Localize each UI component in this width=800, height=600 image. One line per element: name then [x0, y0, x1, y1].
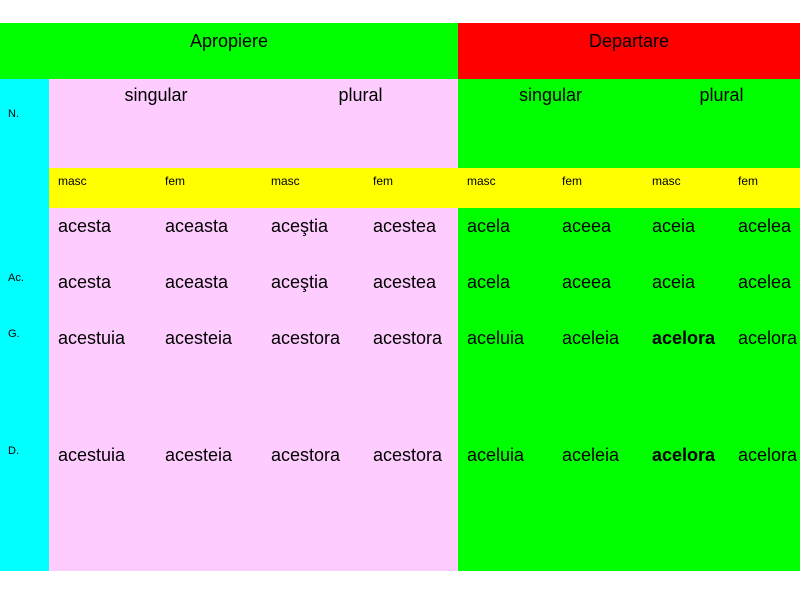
- table-cell: acestuia: [58, 445, 126, 465]
- far-group-header: Departare: [588, 31, 670, 51]
- table-cell: aceluia: [467, 445, 525, 465]
- table-cell: aceluia: [467, 328, 525, 348]
- table-cell: aceia: [652, 272, 696, 292]
- gender-header: fem: [165, 174, 186, 188]
- table-cell: aceştia: [271, 272, 329, 292]
- table-cell: acestora: [271, 328, 341, 348]
- table-cell: acela: [467, 216, 511, 236]
- table-cell: acela: [467, 272, 511, 292]
- near-group-header: Apropiere: [189, 31, 269, 51]
- table-cell: acestea: [373, 272, 437, 292]
- table-cell: aceleia: [562, 328, 620, 348]
- table-cell: aceasta: [165, 216, 229, 236]
- table-cell: aceea: [562, 272, 612, 292]
- table-cell: aceea: [562, 216, 612, 236]
- table-cell: acesta: [58, 272, 112, 292]
- gender-header: masc: [271, 174, 300, 188]
- table-cell: acestora: [373, 328, 443, 348]
- table-cell: acesta: [58, 216, 112, 236]
- table-cell: aceia: [652, 216, 696, 236]
- gender-row-band: [49, 168, 800, 208]
- near-body-band: [49, 79, 458, 571]
- gender-header: fem: [373, 174, 394, 188]
- table-cell: acelora: [652, 328, 716, 348]
- table-cell: acelea: [738, 272, 792, 292]
- near-singular-header: singular: [124, 85, 188, 105]
- table-cell: acelora: [738, 445, 798, 465]
- case-column-band: [0, 79, 49, 571]
- gender-header: masc: [652, 174, 681, 188]
- table-cell: aceştia: [271, 216, 329, 236]
- near-plural-header: plural: [338, 85, 383, 105]
- table-cell: acelora: [652, 445, 716, 465]
- table-cell: acesteia: [165, 328, 233, 348]
- table-cell: aceleia: [562, 445, 620, 465]
- far-plural-header: plural: [699, 85, 744, 105]
- gender-header: masc: [58, 174, 87, 188]
- far-body-band: [458, 79, 800, 571]
- header-far-band: [458, 23, 800, 79]
- table-cell: acelea: [738, 216, 792, 236]
- header-near-band: [0, 23, 458, 79]
- table-cell: acestora: [271, 445, 341, 465]
- gender-header: masc: [467, 174, 496, 188]
- far-singular-header: singular: [518, 85, 583, 105]
- case-label-genitive: G.: [8, 328, 20, 340]
- table-cell: acelora: [738, 328, 798, 348]
- table-cell: acestuia: [58, 328, 126, 348]
- case-label-dative: D.: [8, 445, 19, 457]
- case-label-nominative: N.: [8, 108, 19, 120]
- table-cell: acesteia: [165, 445, 233, 465]
- table-cell: acestora: [373, 445, 443, 465]
- gender-header: fem: [738, 174, 759, 188]
- case-label-accusative: Ac.: [8, 272, 24, 284]
- table-cell: acestea: [373, 216, 437, 236]
- gender-header: fem: [562, 174, 583, 188]
- table-cell: aceasta: [165, 272, 229, 292]
